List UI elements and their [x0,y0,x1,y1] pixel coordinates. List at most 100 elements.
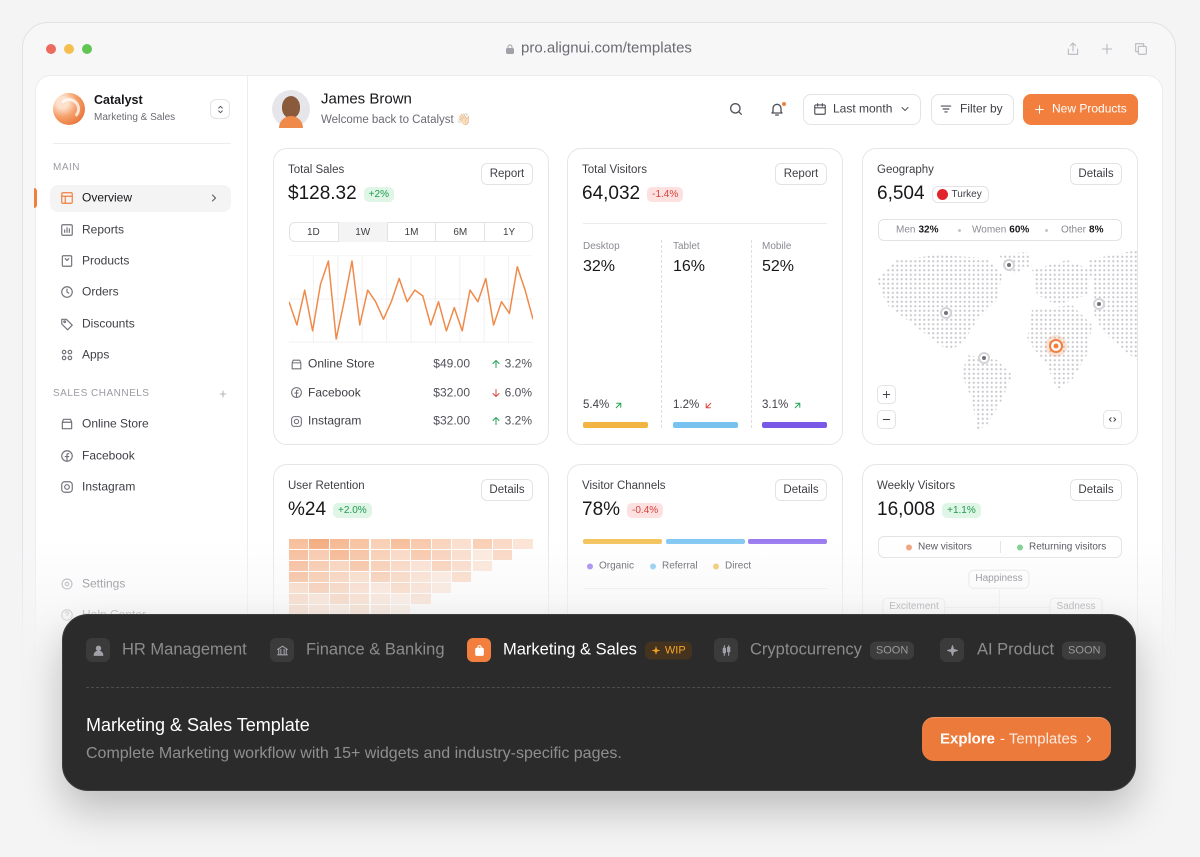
explore-button[interactable] [922,717,1111,761]
icon [490,358,502,370]
user-name: James Brown [321,90,412,108]
icon [290,358,303,371]
range-tab[interactable]: 1W [337,222,387,242]
separator-dot [958,229,961,232]
icon [92,644,105,657]
card-button[interactable]: Report [481,163,533,185]
range-tabs [289,222,533,242]
card-title: Visitor Channels [582,479,666,492]
section-label: SALES CHANNELS [53,387,150,399]
icon [290,386,303,399]
section-label: MAIN [53,161,80,173]
range-tab[interactable]: 1M [386,222,436,242]
row-amount: $32.00 [433,413,470,428]
dashed-divider [751,240,752,428]
icon [60,480,74,494]
tab-label-row: HR Management [122,641,247,660]
range-tab[interactable]: 1D [307,226,320,238]
icon [703,400,714,411]
row-name: Online Store [308,356,375,371]
segment-change: 1.2% [673,399,714,411]
icon [651,645,661,655]
map-control[interactable] [1103,410,1122,429]
breakdown-value: 32% [918,224,939,236]
nav-item[interactable] [50,185,231,212]
icon [60,254,74,268]
card-button[interactable]: Details [1070,479,1122,501]
window-control[interactable] [46,44,56,54]
range-tab[interactable]: 1Y [484,222,533,242]
icon [60,317,74,331]
icon [60,348,74,362]
card-title: Total Sales [288,163,345,176]
nav-item[interactable] [50,474,231,501]
breakdown-value: 60% [1009,224,1030,236]
segment-bar [762,422,827,428]
tab-label-row: AI Product SOON [977,640,1107,660]
icon [504,43,516,55]
card-button[interactable]: Details [1070,163,1122,185]
icon [792,400,803,411]
nav-item[interactable] [50,248,231,275]
active-indicator [34,188,37,208]
nav-label: Instagram [82,479,136,494]
nav-label: Reports [82,222,125,237]
window-control[interactable] [82,44,92,54]
nav-item[interactable] [50,342,231,369]
icon [946,644,959,657]
segment-label: Desktop [583,240,620,252]
window-control[interactable] [64,44,74,54]
card-metric: %24 +2.0% [288,499,372,521]
segment-bar [583,422,648,428]
filter-button[interactable] [931,94,1014,125]
segment-change-value: 3.1% [762,399,789,411]
segment-change: 5.4% [583,399,624,411]
notification-dot [781,101,787,107]
tab-label: AI Product [977,640,1055,659]
country-name: Turkey [951,188,982,200]
row-name: Instagram [308,413,362,428]
card-button[interactable]: Report [775,163,827,185]
card-title: Weekly Visitors [877,479,956,492]
breakdown-label: Women [972,224,1007,236]
nav-label: Facebook [82,448,135,462]
nav-item[interactable] [50,279,231,306]
icon [1107,414,1118,425]
nav-item[interactable] [50,443,231,470]
card-button[interactable]: Details [481,479,533,501]
card-button[interactable]: Details [775,479,827,501]
period-select[interactable] [803,94,921,125]
tab-label-row: Finance & Banking [306,641,445,660]
row-name: Facebook [308,385,361,399]
url: pro.alignui.com/templates [521,39,692,57]
nav-item[interactable] [50,217,231,244]
icon [720,644,733,657]
icon [881,414,892,425]
workspace-switch[interactable] [210,99,230,119]
tab-badge-text: SOON [875,644,909,656]
breakdown-item: Other 8% [1061,225,1103,236]
greeting: Welcome back to Catalyst 👋🏻 [321,113,472,126]
explore-label: Explore - Templates [940,731,1077,748]
metric-value: $128.32 [288,183,357,204]
card-title: Total Visitors [582,163,647,176]
breakdown-item: Men 32% [896,225,938,236]
range-tab[interactable]: 6M [435,222,484,242]
tab-badge: WIP [644,641,692,659]
tab-badge: SOON [1062,641,1107,659]
icon [60,285,74,299]
card-metric: 64,032 -1.4% [582,183,684,205]
tab-icon-box [714,638,738,662]
nav-label: Products [82,253,130,268]
change-badge: +2.0% [333,502,372,518]
row-change: 3.2% [504,413,532,428]
row-amount: $49.00 [433,356,470,371]
nav-item[interactable] [50,311,231,338]
tab-label: HR Management [122,640,247,659]
nav-label: Online Store [82,416,149,431]
divider [583,223,827,224]
card [567,148,843,445]
cta-label: New Products [1052,101,1127,116]
row-change: 6.0% [504,385,532,399]
breakdown-item: Women 60% [972,225,1029,236]
